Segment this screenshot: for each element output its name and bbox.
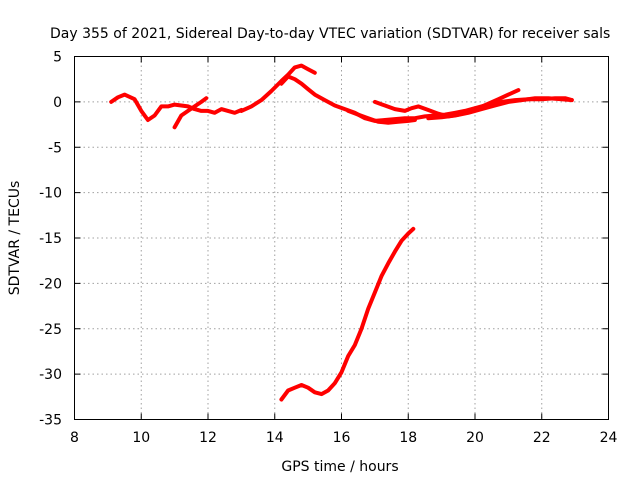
series-line bbox=[426, 96, 574, 121]
x-tick-label: 12 bbox=[199, 430, 217, 446]
x-tick-label: 18 bbox=[399, 430, 417, 446]
y-tick-label: 5 bbox=[53, 50, 62, 66]
y-axis-label: SDTVAR / TECUs bbox=[7, 181, 23, 296]
x-tick-label: 20 bbox=[466, 430, 484, 446]
x-tick-label: 22 bbox=[533, 430, 551, 446]
series-line bbox=[172, 96, 209, 130]
series-line bbox=[109, 92, 244, 122]
y-tick-label: -30 bbox=[39, 367, 62, 383]
series-layer bbox=[109, 63, 574, 402]
y-tick-label: -25 bbox=[39, 322, 62, 338]
y-tick-label: -10 bbox=[39, 186, 62, 202]
y-tick-label: -35 bbox=[39, 413, 62, 429]
y-tick-label: -15 bbox=[39, 231, 62, 247]
y-tick-label: -5 bbox=[48, 140, 62, 156]
grid-lines bbox=[74, 56, 609, 420]
y-tick-label: 0 bbox=[53, 95, 62, 111]
chart-title: Day 355 of 2021, Sidereal Day-to-day VTE… bbox=[50, 26, 610, 42]
series-line bbox=[346, 108, 417, 125]
x-axis-label: GPS time / hours bbox=[281, 459, 398, 475]
x-tick-label: 8 bbox=[70, 430, 79, 446]
x-tick-label: 24 bbox=[600, 430, 618, 446]
x-tick-label: 10 bbox=[132, 430, 150, 446]
x-tick-label: 14 bbox=[266, 430, 284, 446]
y-tick-label: -20 bbox=[39, 276, 62, 292]
axis-ticks bbox=[74, 56, 609, 420]
series-line bbox=[279, 226, 416, 402]
x-tick-label: 16 bbox=[333, 430, 351, 446]
series-line bbox=[239, 63, 317, 113]
series-line bbox=[372, 88, 521, 119]
